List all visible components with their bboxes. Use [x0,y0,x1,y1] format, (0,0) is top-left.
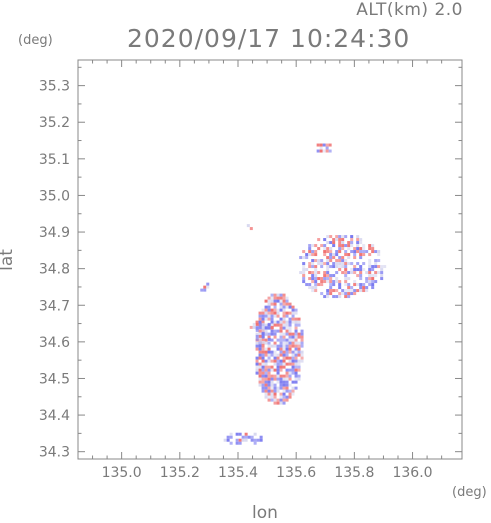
y-tick-label: 34.3 [39,445,70,461]
radar-region-north-east-cluster [299,235,387,299]
y-tick-label: 34.8 [39,262,70,278]
x-axis-unit: (deg) [452,485,487,500]
x-tick-label: 135.8 [334,465,374,481]
x-tick-label: 135.6 [276,465,316,481]
axis-ticks: 135.0 135.2 135.4 135.6 135.8 136.0 34.3 34.4 34… [39,60,462,481]
x-tick-label: 135.4 [218,465,258,481]
y-tick-label: 35.0 [39,188,70,204]
y-tick-label: 35.3 [39,79,70,95]
timestamp-title: 2020/09/17 10:24:30 [127,24,411,53]
radar-region-west-spot [200,282,210,292]
y-axis-unit: (deg) [18,33,53,48]
radar-region-north-patch [316,143,332,153]
y-tick-label: 35.2 [39,115,70,131]
y-tick-label: 34.6 [39,335,70,351]
radar-cells [200,143,387,445]
y-tick-label: 34.7 [39,298,70,314]
x-axis-label: lon [252,503,278,523]
x-tick-label: 135.0 [102,465,142,481]
y-tick-label: 35.1 [39,152,70,168]
y-tick-label: 34.9 [39,225,70,241]
radar-region-upper-spot [246,224,253,231]
x-tick-label: 135.2 [160,465,200,481]
plot-frame [77,59,463,460]
radar-region-south-strip [223,432,263,445]
radar-region-osaka-bay-east [249,322,274,344]
altitude-label: ALT(km) 2.0 [356,0,463,20]
y-tick-label: 34.5 [39,371,70,387]
radar-region-main-cluster [255,293,304,405]
y-tick-label: 34.4 [39,408,70,424]
x-tick-label: 136.0 [392,465,432,481]
